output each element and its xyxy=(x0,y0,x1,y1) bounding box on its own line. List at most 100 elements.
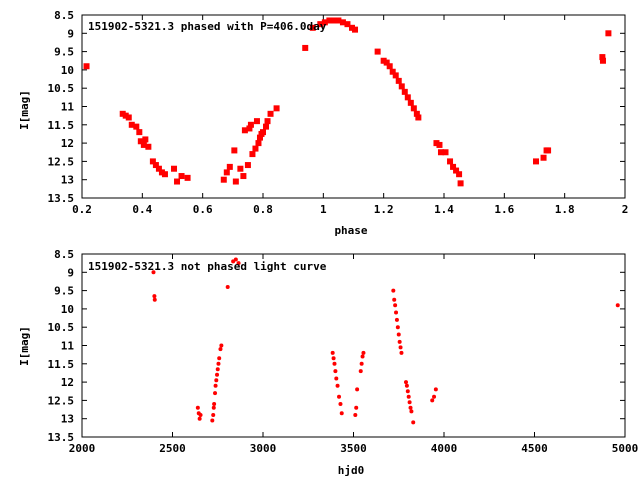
data-point xyxy=(348,24,355,31)
x-tick-label: 1.6 xyxy=(494,203,514,216)
data-point xyxy=(409,409,414,414)
data-point xyxy=(599,57,606,64)
data-point xyxy=(195,405,200,410)
data-point xyxy=(401,88,408,95)
data-point xyxy=(394,317,399,322)
x-tick-label: 0.6 xyxy=(193,203,213,216)
y-tick-label: 12.5 xyxy=(48,155,75,168)
data-point xyxy=(263,123,270,130)
data-point xyxy=(241,127,248,134)
data-point xyxy=(533,158,540,165)
data-point xyxy=(339,411,344,416)
data-point xyxy=(337,394,342,399)
data-point xyxy=(128,121,135,128)
data-point xyxy=(142,136,149,143)
data-point xyxy=(399,350,404,355)
data-point xyxy=(392,72,399,79)
data-point xyxy=(383,59,390,66)
data-point xyxy=(433,387,438,392)
data-point xyxy=(218,347,223,352)
x-tick-label: 4500 xyxy=(521,442,548,455)
data-point xyxy=(354,405,359,410)
data-point xyxy=(249,151,256,158)
data-point xyxy=(267,110,274,117)
data-point xyxy=(456,171,463,178)
data-point xyxy=(330,350,335,355)
data-point xyxy=(326,17,333,24)
data-point xyxy=(442,149,449,156)
data-point xyxy=(355,387,360,392)
x-tick-label: 4000 xyxy=(431,442,458,455)
data-point xyxy=(413,110,420,117)
data-point xyxy=(545,147,552,154)
x-tick-label: 1.2 xyxy=(374,203,394,216)
x-tick-label: 0.2 xyxy=(72,203,92,216)
phased-title: 151902-5321.3 phased with P=406.0day xyxy=(88,20,327,33)
data-point xyxy=(184,174,191,181)
y-tick-label: 13 xyxy=(61,413,74,426)
data-point xyxy=(393,303,398,308)
data-point xyxy=(83,63,90,70)
data-point xyxy=(211,413,216,418)
data-point xyxy=(374,48,381,55)
data-point xyxy=(432,394,437,399)
unphased-points xyxy=(151,257,620,425)
phased-plot-frame xyxy=(81,14,626,199)
data-point xyxy=(339,19,346,26)
data-point xyxy=(408,405,413,410)
phased-ticks: 0.2 0.4 0.6 0.8 1 1.2 1.4 1.6 1.8 2 8.5 9 9.5 10 10.5 1… xyxy=(48,9,629,216)
data-point xyxy=(236,261,241,266)
data-point xyxy=(151,270,156,275)
data-point xyxy=(125,114,132,121)
data-point xyxy=(152,162,159,169)
data-point xyxy=(333,369,338,374)
y-tick-label: 13.5 xyxy=(48,192,75,205)
data-point xyxy=(137,138,144,145)
data-point xyxy=(398,345,403,350)
y-tick-label: 12 xyxy=(61,376,74,389)
data-point xyxy=(330,17,337,24)
unphased-ylabel: I[mag] xyxy=(18,326,31,366)
data-point xyxy=(161,171,168,178)
data-point xyxy=(302,44,309,51)
y-tick-label: 13 xyxy=(61,174,74,187)
data-point xyxy=(136,129,143,136)
unphased-plot-frame xyxy=(81,253,626,438)
data-point xyxy=(360,354,365,359)
data-point xyxy=(273,105,280,112)
data-point xyxy=(244,162,251,169)
data-point xyxy=(171,165,178,172)
phased-points xyxy=(83,17,612,187)
y-tick-label: 13.5 xyxy=(48,431,75,444)
data-point xyxy=(122,112,129,119)
data-point xyxy=(436,141,443,148)
data-point xyxy=(389,68,396,75)
data-point xyxy=(252,145,259,152)
data-point xyxy=(260,129,266,136)
x-tick-label: 1.8 xyxy=(555,203,575,216)
y-tick-label: 12.5 xyxy=(48,394,75,407)
data-point xyxy=(247,121,254,128)
data-point xyxy=(430,398,435,403)
phased-ylabel: I[mag] xyxy=(18,90,31,130)
data-point xyxy=(309,24,316,31)
data-point xyxy=(232,178,239,185)
data-point xyxy=(240,173,247,180)
data-point xyxy=(403,380,408,385)
data-point xyxy=(174,178,181,185)
data-point xyxy=(253,118,260,125)
y-tick-label: 10 xyxy=(61,64,74,77)
y-tick-label: 11 xyxy=(61,101,75,114)
data-point xyxy=(398,83,405,90)
data-point xyxy=(255,140,262,147)
data-point xyxy=(212,402,217,407)
data-point xyxy=(404,94,411,101)
data-point xyxy=(433,140,440,147)
data-point xyxy=(225,284,230,289)
data-point xyxy=(220,176,227,183)
data-point xyxy=(226,163,233,170)
y-tick-label: 12 xyxy=(61,137,74,150)
x-tick-label: 1.4 xyxy=(434,203,454,216)
data-point xyxy=(198,413,203,418)
data-point xyxy=(540,154,547,161)
